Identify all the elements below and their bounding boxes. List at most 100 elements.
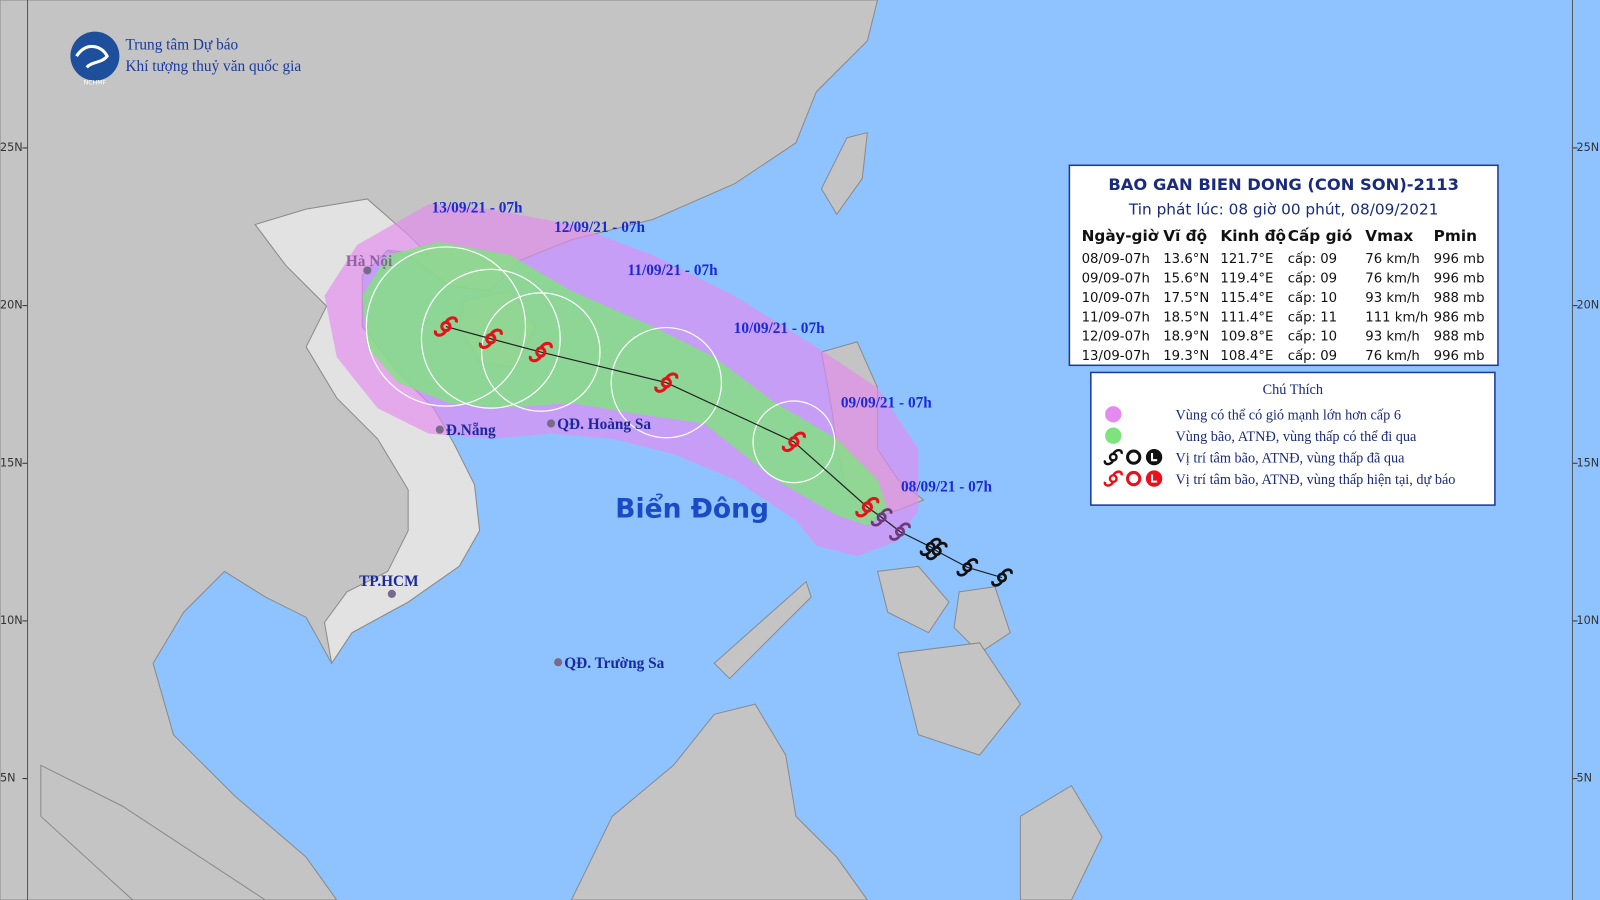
- table-cell: 76 km/h: [1365, 272, 1420, 287]
- storm-icon: [781, 431, 806, 453]
- storm-arm: [1112, 448, 1123, 455]
- place-label: TP.HCM: [359, 573, 418, 590]
- storm-arm: [855, 510, 869, 518]
- storm-icon: [991, 568, 1013, 587]
- risk-circle: [610, 326, 723, 439]
- lat-label: 5N: [1577, 772, 1593, 785]
- storm-arm: [528, 355, 543, 363]
- logo-mark: [70, 31, 120, 81]
- table-cell: cấp: 11: [1288, 309, 1337, 325]
- labels: 13/09/21 - 07h 12/09/21 - 07h 11/09/21 - 0…: [346, 200, 993, 672]
- place-dot: [387, 589, 396, 598]
- storm-arm: [433, 329, 448, 337]
- storm-icon: [855, 496, 880, 518]
- storm-arm: [489, 328, 503, 336]
- risk-circles: [365, 246, 836, 484]
- table-cell: 09/09-07h: [1082, 272, 1150, 287]
- table-cell: cấp: 09: [1288, 348, 1337, 364]
- risk-circle: [752, 400, 836, 484]
- legend-low-mark: [1151, 453, 1158, 462]
- logo-wave: [75, 45, 109, 69]
- storm-arm: [1112, 470, 1123, 477]
- legend-frame: [1090, 371, 1496, 506]
- track-label: 09/09/21 - 07h: [841, 395, 932, 412]
- legend-items: Vùng có thể có gió mạnh lớn hơn cấp 6 Vùn…: [1176, 408, 1456, 488]
- table-cell: 15.6°N: [1163, 272, 1209, 287]
- storm-icon: [956, 558, 979, 577]
- table-header: Cấp gió: [1288, 227, 1353, 245]
- table-cell: 10/09-07h: [1082, 291, 1150, 306]
- table-cell: 119.4°E: [1220, 272, 1273, 287]
- island: [953, 586, 1011, 654]
- table-cell: 18.9°N: [1163, 330, 1209, 345]
- table-header: Vĩ độ: [1163, 227, 1207, 245]
- info-table: Ngày-giờ Vĩ độ Kinh độ Cấp gió Vmax Pmin 08/09…: [1082, 227, 1485, 364]
- legend-item: Vùng có thể có gió mạnh lớn hơn cấp 6: [1176, 408, 1401, 424]
- table-cell: 76 km/h: [1365, 252, 1420, 267]
- table-cell: 12/09-07h: [1082, 330, 1150, 345]
- legend-low: [1145, 448, 1163, 466]
- lat-label: 5N: [0, 772, 16, 785]
- storm-arm: [966, 558, 979, 565]
- storm-icon: [478, 328, 503, 349]
- storm-icons: [433, 316, 1013, 587]
- org-name: Khí tượng thuỷ văn quốc gia: [126, 58, 302, 75]
- island: [876, 565, 950, 634]
- risk-circle: [420, 268, 561, 409]
- storm-icon: [925, 541, 948, 561]
- lat-label: 25N: [1577, 141, 1600, 154]
- legend-swatch: [1105, 427, 1122, 444]
- legend-item: Vị trí tâm bão, ATNĐ, vùng thấp đã qua: [1176, 450, 1406, 466]
- storm-arm: [539, 341, 553, 349]
- table-cell: 18.5°N: [1163, 310, 1209, 325]
- storm-arm: [991, 580, 1004, 587]
- logo-text: NCHMF: [84, 80, 107, 87]
- table-cell: 19.3°N: [1163, 349, 1209, 364]
- legend: Chú Thích: [1090, 371, 1496, 506]
- storm-arm: [1103, 459, 1115, 466]
- legend-item: Vị trí tâm bão, ATNĐ, vùng thấp hiện tại…: [1176, 472, 1456, 488]
- storm-arm: [866, 496, 880, 504]
- borneo: [570, 703, 868, 900]
- storm-icon: [528, 341, 553, 363]
- place-label: Hà Nội: [346, 253, 393, 270]
- storm-arm: [919, 549, 932, 557]
- place-label: Đ.Nẵng: [446, 422, 496, 439]
- sulawesi: [1019, 785, 1103, 900]
- storm-icon: [1103, 448, 1123, 466]
- lat-label: 15N: [1577, 456, 1600, 469]
- sea-label: Biển Đông: [615, 492, 769, 525]
- storm-arm: [889, 534, 902, 541]
- table-cell: 111 km/h: [1365, 310, 1428, 325]
- table-cell: 93 km/h: [1365, 291, 1420, 306]
- table-header: Pmin: [1434, 227, 1477, 245]
- place-dot: [554, 658, 563, 667]
- storm-eye: [996, 572, 1008, 583]
- lat-label: 20N: [0, 299, 23, 312]
- storm-arm: [781, 445, 796, 453]
- place-dot: [546, 419, 556, 428]
- risk-circle: [365, 246, 527, 407]
- org-name: Trung tâm Dự báo: [126, 36, 239, 53]
- storm-icon: [1103, 470, 1123, 487]
- storm-arm: [880, 508, 893, 515]
- storm-icon: [870, 508, 893, 527]
- lat-label: 25N: [0, 141, 23, 154]
- table-cell: 988 mb: [1434, 330, 1485, 345]
- info-box: BAO GAN BIEN DONG (CON SON)-2113 Tin phá…: [1068, 164, 1499, 367]
- lat-label: 10N: [1577, 614, 1600, 627]
- track-label: 12/09/21 - 07h: [554, 219, 645, 236]
- lat-label: 20N: [1577, 299, 1600, 312]
- table-cell: 996 mb: [1434, 272, 1485, 287]
- risk-circle: [481, 292, 601, 412]
- table-header: Vmax: [1365, 227, 1413, 245]
- table-cell: 121.7°E: [1220, 252, 1273, 267]
- table-cell: 76 km/h: [1365, 349, 1420, 364]
- storm-arm: [444, 316, 458, 324]
- storm-icon: [654, 372, 679, 393]
- storm-arm: [929, 537, 942, 545]
- storm-arm: [956, 570, 969, 577]
- storm-arm: [898, 522, 911, 529]
